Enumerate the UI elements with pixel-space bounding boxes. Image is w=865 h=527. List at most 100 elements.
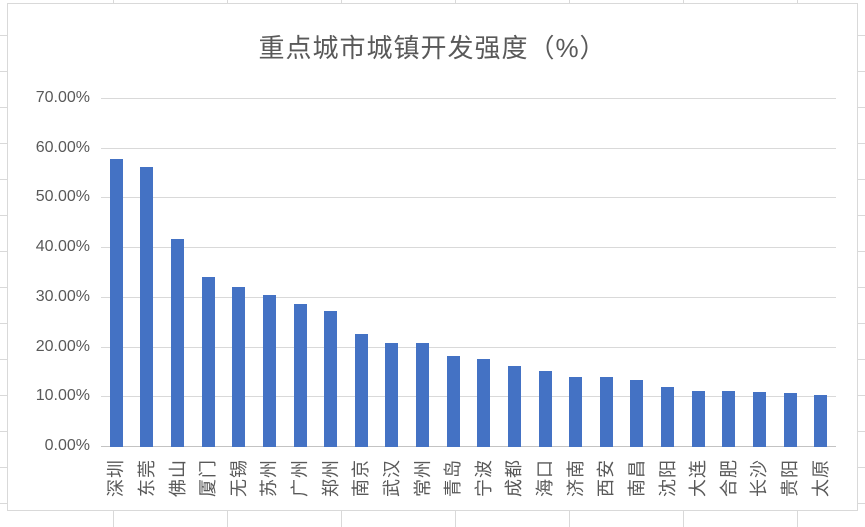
x-tick-slot: 西安 <box>591 453 622 507</box>
bar-slot <box>438 99 469 447</box>
bar-slot <box>101 99 132 447</box>
x-tick-slot: 太原 <box>805 453 836 507</box>
x-tick-slot: 济南 <box>560 453 591 507</box>
x-tick-slot: 大连 <box>683 453 714 507</box>
x-tick-slot: 厦门 <box>193 453 224 507</box>
bar-东莞[interactable] <box>140 167 154 447</box>
bar-苏州[interactable] <box>262 295 276 447</box>
x-tick-slot: 无锡 <box>224 453 255 507</box>
bar-成都[interactable] <box>507 365 521 447</box>
x-tick-label-厦门: 厦门 <box>198 459 219 497</box>
x-tick-label-广州: 广州 <box>290 459 311 497</box>
bar-合肥[interactable] <box>722 391 736 447</box>
bar-厦门[interactable] <box>201 276 215 447</box>
bar-广州[interactable] <box>293 304 307 447</box>
bar-slot <box>622 99 653 447</box>
bar-slot <box>805 99 836 447</box>
gridline-20 <box>101 346 836 348</box>
y-tick-label-60: 60.00% <box>35 138 90 156</box>
x-axis-line <box>101 446 836 447</box>
bar-slot <box>714 99 745 447</box>
bar-无锡[interactable] <box>232 286 246 447</box>
x-tick-label-佛山: 佛山 <box>167 459 188 497</box>
bar-宁波[interactable] <box>477 358 491 447</box>
bar-slot <box>499 99 530 447</box>
x-tick-slot: 常州 <box>407 453 438 507</box>
gridline-10 <box>101 396 836 398</box>
bar-slot <box>254 99 285 447</box>
x-tick-label-西安: 西安 <box>596 459 617 497</box>
x-tick-slot: 贵阳 <box>775 453 806 507</box>
x-tick-slot: 南京 <box>346 453 377 507</box>
chart[interactable]: 重点城市城镇开发强度（%） 0.00% 10.00% 20.00% 30.00% 40.… <box>7 3 858 511</box>
bar-slot <box>469 99 500 447</box>
bar-海口[interactable] <box>538 370 552 447</box>
x-tick-label-沈阳: 沈阳 <box>657 459 678 497</box>
x-tick-label-深圳: 深圳 <box>106 459 127 497</box>
bar-青岛[interactable] <box>446 356 460 447</box>
bar-slot <box>285 99 316 447</box>
x-tick-slot: 佛山 <box>162 453 193 507</box>
bar-大连[interactable] <box>691 390 705 447</box>
bar-slot <box>775 99 806 447</box>
bar-slot <box>162 99 193 447</box>
y-tick-label-70: 70.00% <box>35 89 90 106</box>
bar-南昌[interactable] <box>630 380 644 447</box>
x-tick-label-成都: 成都 <box>504 459 525 497</box>
bar-南京[interactable] <box>354 333 368 447</box>
x-tick-slot: 广州 <box>285 453 316 507</box>
x-tick-slot: 深圳 <box>101 453 132 507</box>
gridline-60 <box>101 147 836 149</box>
plot-area <box>101 98 836 447</box>
y-tick-label-40: 40.00% <box>35 238 90 256</box>
bar-长沙[interactable] <box>752 392 766 447</box>
bar-slot <box>744 99 775 447</box>
bar-slot <box>652 99 683 447</box>
bar-贵阳[interactable] <box>783 392 797 447</box>
bar-slot <box>346 99 377 447</box>
x-tick-slot: 东莞 <box>132 453 163 507</box>
x-tick-slot: 长沙 <box>744 453 775 507</box>
x-tick-slot: 宁波 <box>469 453 500 507</box>
bar-济南[interactable] <box>569 377 583 447</box>
x-tick-label-贵阳: 贵阳 <box>780 459 801 497</box>
gridline-30 <box>101 296 836 298</box>
x-tick-label-郑州: 郑州 <box>320 459 341 497</box>
x-tick-label-武汉: 武汉 <box>381 459 402 497</box>
bar-slot <box>530 99 561 447</box>
bar-slot <box>132 99 163 447</box>
x-tick-label-长沙: 长沙 <box>749 459 770 497</box>
bar-郑州[interactable] <box>324 311 338 447</box>
y-tick-label-10: 10.00% <box>35 387 90 405</box>
bar-佛山[interactable] <box>171 238 185 447</box>
x-tick-slot: 南昌 <box>622 453 653 507</box>
x-tick-label-青岛: 青岛 <box>443 459 464 497</box>
x-tick-label-南昌: 南昌 <box>626 459 647 497</box>
y-tick-label-0: 0.00% <box>44 437 90 454</box>
bar-slot <box>315 99 346 447</box>
y-tick-label-50: 50.00% <box>35 188 90 206</box>
bar-slot <box>377 99 408 447</box>
x-tick-label-宁波: 宁波 <box>473 459 494 497</box>
bar-slot <box>591 99 622 447</box>
y-tick-label-30: 30.00% <box>35 287 90 305</box>
x-tick-label-东莞: 东莞 <box>136 459 157 497</box>
bar-slot <box>683 99 714 447</box>
x-tick-label-常州: 常州 <box>412 459 433 497</box>
x-tick-label-大连: 大连 <box>688 459 709 497</box>
bar-武汉[interactable] <box>385 342 399 447</box>
bar-沈阳[interactable] <box>661 387 675 447</box>
bar-深圳[interactable] <box>109 158 123 447</box>
y-tick-label-20: 20.00% <box>35 337 90 355</box>
bar-太原[interactable] <box>814 395 828 447</box>
bar-slot <box>560 99 591 447</box>
gridline-40 <box>101 247 836 249</box>
bar-常州[interactable] <box>416 342 430 447</box>
x-tick-label-海口: 海口 <box>535 459 556 497</box>
bar-slot <box>193 99 224 447</box>
x-tick-slot: 合肥 <box>714 453 745 507</box>
bar-西安[interactable] <box>599 377 613 447</box>
x-tick-slot: 海口 <box>530 453 561 507</box>
x-tick-label-太原: 太原 <box>810 459 831 497</box>
bar-slot <box>407 99 438 447</box>
